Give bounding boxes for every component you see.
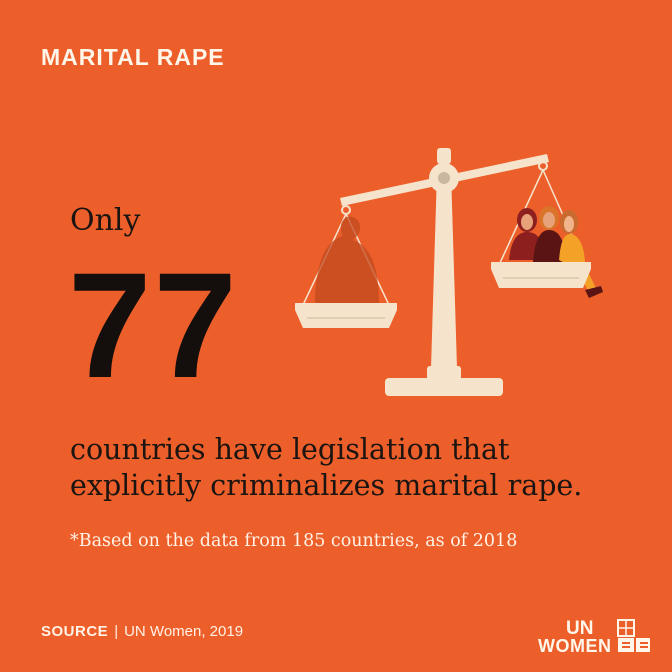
- source-label: SOURCE: [41, 623, 109, 640]
- source-separator: |: [114, 623, 119, 640]
- un-emblem-icon: [617, 619, 650, 652]
- stat-prefix: Only: [70, 203, 141, 238]
- page-title: MARITAL RAPE: [41, 44, 225, 70]
- stat-number: 77: [68, 241, 239, 409]
- footnote: *Based on the data from 185 countries, a…: [70, 531, 518, 551]
- stat-description: countries have legislation that explicit…: [70, 433, 583, 502]
- un-women-logo: UN WOMEN: [538, 616, 654, 656]
- source-line: SOURCE | UN Women, 2019: [41, 623, 243, 640]
- balance-scale-icon: [295, 148, 603, 396]
- logo-un-text: UN: [566, 618, 594, 639]
- source-text: UN Women, 2019: [124, 623, 244, 640]
- logo-women-text: WOMEN: [538, 636, 612, 656]
